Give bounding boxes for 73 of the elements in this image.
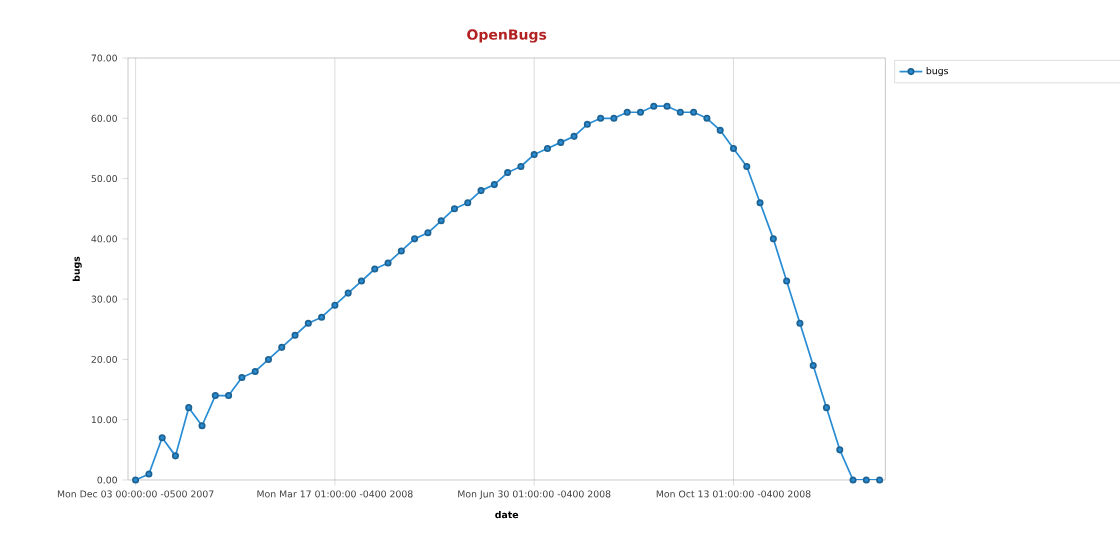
point [211, 392, 219, 400]
point [437, 217, 445, 225]
point [145, 470, 153, 478]
point [464, 199, 472, 207]
legend-label: bugs [926, 67, 949, 77]
point [543, 144, 552, 152]
point [716, 126, 724, 134]
point [357, 277, 366, 285]
point [291, 331, 299, 339]
point [783, 277, 791, 285]
point [318, 313, 326, 321]
x-tick-label: Mon Mar 17 01:00:00 -0400 2008 [257, 490, 413, 498]
point [424, 229, 432, 237]
point [344, 289, 352, 297]
point [650, 102, 658, 110]
point [477, 187, 485, 195]
point [304, 319, 312, 327]
point [264, 355, 273, 363]
point [729, 144, 738, 152]
point [703, 114, 711, 122]
point [796, 319, 804, 327]
x-tick-label: Mon Oct 13 01:00:00 -0400 2008 [656, 490, 811, 498]
point [743, 162, 751, 171]
point [822, 404, 831, 412]
point [809, 361, 817, 369]
x-tick-label: Mon Dec 03 00:00:00 -0500 2007 [57, 490, 214, 498]
x-tick-label: Mon Jun 30 01:00:00 -0400 2008 [458, 490, 611, 500]
y-tick-label: 30.00 [91, 295, 117, 303]
y-tick-label: 70.00 [91, 54, 117, 62]
point [597, 114, 605, 122]
point [862, 476, 870, 484]
point [238, 373, 246, 382]
point [278, 343, 286, 351]
point [623, 108, 631, 116]
point [132, 476, 140, 484]
point [570, 132, 578, 140]
y-tick-label: 60.00 [91, 114, 117, 122]
point [251, 367, 259, 376]
point [836, 446, 844, 454]
point [876, 476, 884, 484]
point [530, 150, 538, 158]
point [610, 114, 618, 122]
point [384, 259, 392, 267]
y-axis-title: bugs [72, 256, 82, 281]
point [225, 392, 233, 400]
point [583, 120, 591, 128]
point [663, 102, 671, 110]
point [557, 138, 565, 146]
point [397, 247, 405, 255]
point [849, 476, 857, 484]
point [504, 169, 512, 177]
y-tick-label: 40.00 [91, 235, 117, 243]
point [636, 108, 645, 116]
y-tick-label: 0.00 [97, 476, 117, 484]
point [769, 235, 777, 243]
point [198, 422, 206, 430]
y-tick-label: 50.00 [91, 175, 117, 183]
point [371, 265, 379, 273]
point [490, 181, 498, 189]
x-axis-title: date [495, 511, 519, 519]
chart-title: OpenBugs [467, 29, 547, 43]
point [756, 199, 764, 207]
point [517, 162, 525, 171]
point [676, 108, 684, 116]
y-tick-label: 20.00 [91, 355, 117, 363]
y-tick-label: 10.00 [91, 416, 117, 424]
point [331, 301, 339, 309]
point [690, 108, 698, 116]
point [158, 434, 166, 442]
point [450, 205, 459, 213]
point [171, 452, 179, 460]
point [411, 235, 419, 243]
point [185, 404, 193, 412]
